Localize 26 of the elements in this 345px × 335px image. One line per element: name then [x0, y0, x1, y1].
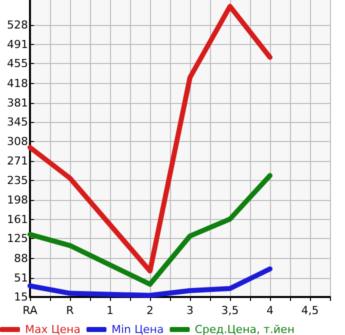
x-tick-label: RA	[22, 304, 38, 317]
y-tick-label: 198	[7, 193, 28, 206]
legend-label: Max Цена	[25, 323, 80, 335]
x-tick-label: 2	[146, 304, 154, 317]
legend-label: Сред.Цена, т.йен	[194, 323, 295, 335]
y-tick-label: 161	[7, 213, 28, 226]
x-tick-label: 4,5	[301, 304, 319, 317]
y-tick-label: 308	[7, 135, 28, 148]
y-tick-label: 51	[14, 271, 28, 284]
y-tick-label: 125	[7, 232, 28, 246]
x-tick-label: 1	[106, 304, 114, 317]
y-tick-label: 418	[7, 76, 28, 90]
x-tick-label: R	[66, 304, 74, 317]
x-tick-label: 3	[186, 304, 194, 317]
y-tick-label: 15	[14, 290, 28, 304]
y-tick-label: 381	[7, 96, 28, 110]
x-tick-label: 4	[266, 304, 274, 317]
y-tick-label: 528	[7, 18, 28, 32]
y-tick-label: 491	[7, 38, 28, 52]
y-tick-label: 345	[7, 115, 28, 128]
y-tick-label: 455	[7, 57, 28, 70]
y-tick-label: 235	[7, 174, 28, 187]
x-tick-label: 3,5	[221, 304, 239, 317]
legend-label: Min Цена	[111, 323, 164, 335]
y-tick-label: 88	[14, 252, 28, 265]
y-tick-label: 271	[7, 154, 28, 168]
